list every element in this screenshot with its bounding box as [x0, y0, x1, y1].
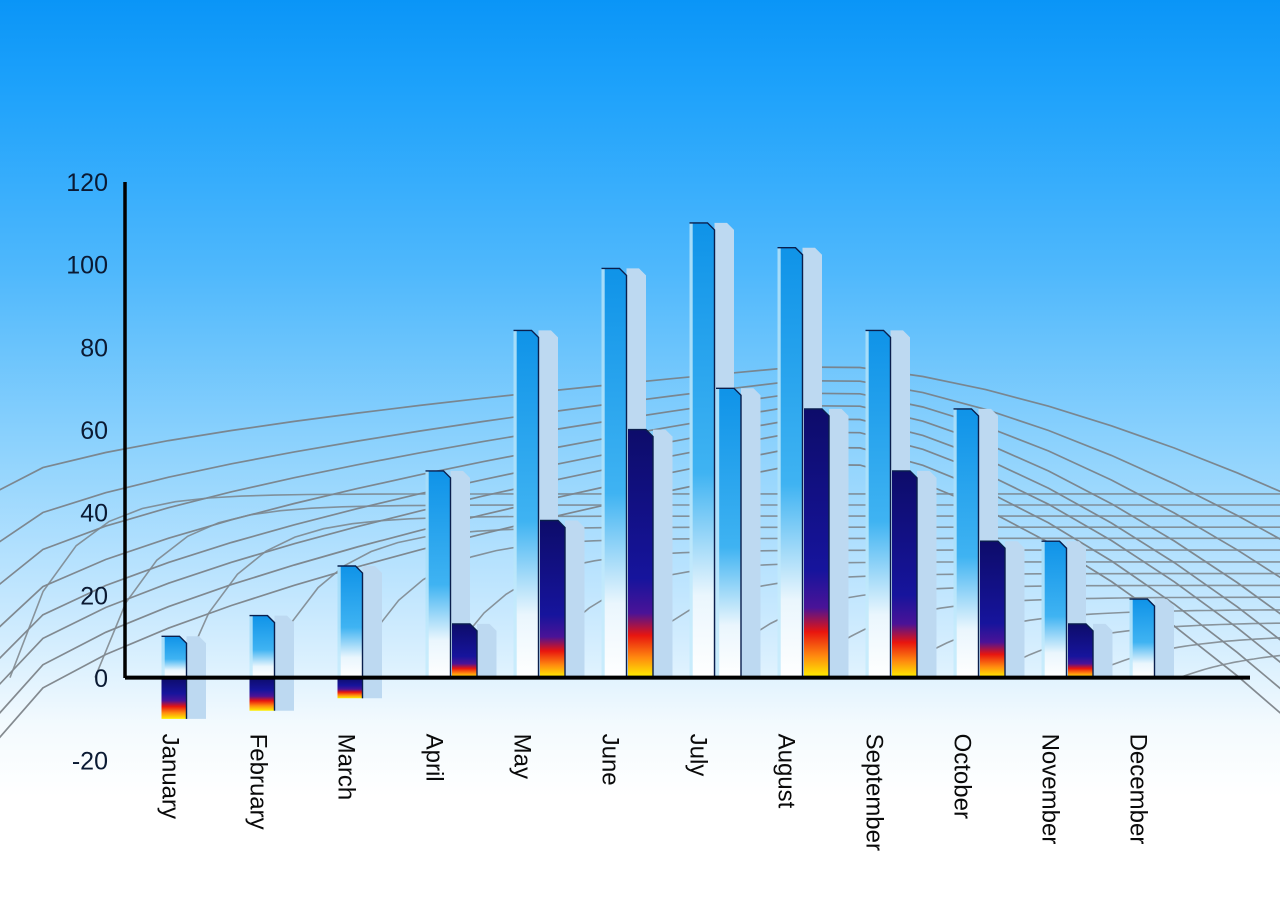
svg-text:March: March	[333, 734, 360, 801]
svg-text:120: 120	[66, 169, 108, 197]
svg-text:100: 100	[66, 252, 108, 280]
svg-text:May: May	[509, 734, 536, 779]
svg-text:80: 80	[80, 334, 108, 362]
svg-text:January: January	[157, 734, 184, 819]
svg-text:40: 40	[80, 500, 108, 528]
svg-text:November: November	[1037, 734, 1064, 845]
svg-text:April: April	[421, 734, 448, 782]
svg-text:60: 60	[80, 417, 108, 445]
svg-text:0: 0	[94, 665, 108, 693]
svg-text:June: June	[597, 734, 624, 786]
svg-text:20: 20	[80, 582, 108, 610]
svg-text:July: July	[685, 734, 712, 777]
svg-text:February: February	[245, 734, 272, 830]
svg-text:-20: -20	[72, 748, 108, 776]
svg-text:December: December	[1125, 734, 1152, 845]
svg-text:September: September	[861, 734, 888, 851]
svg-text:October: October	[949, 734, 976, 819]
svg-text:August: August	[773, 734, 800, 809]
